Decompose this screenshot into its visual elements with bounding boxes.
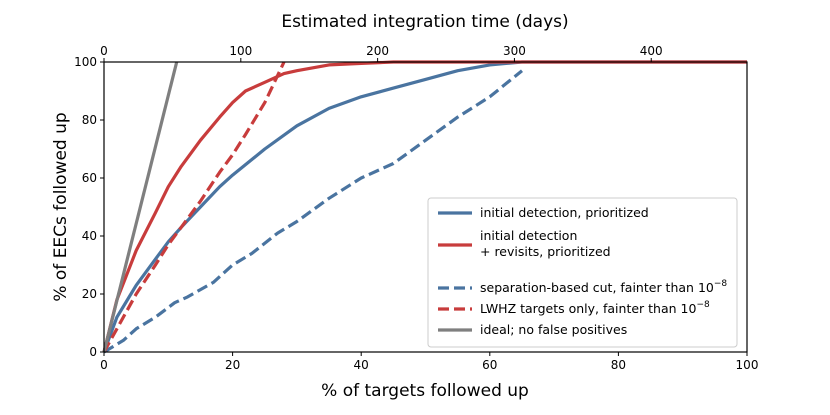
x-tick-label: 0 [100, 358, 108, 372]
y-tick-label: 0 [89, 345, 97, 359]
top-tick-label: 200 [366, 44, 389, 58]
bottom-axis: 0 20 40 60 80 100 [100, 352, 758, 372]
x-tick-label: 20 [225, 358, 240, 372]
y-tick-label: 100 [74, 55, 97, 69]
x-tick-label: 60 [482, 358, 497, 372]
x-tick-label: 40 [354, 358, 369, 372]
series-line-2 [103, 69, 524, 354]
left-axis: 0 20 40 60 80 100 [74, 55, 104, 359]
y-tick-label: 20 [82, 287, 97, 301]
x-tick-label: 80 [611, 358, 626, 372]
series-line-4 [102, 61, 179, 353]
legend-label-2: separation-based cut, fainter than 10−8 [480, 279, 727, 295]
top-tick-label: 400 [640, 44, 663, 58]
legend-label-1: initial detection [480, 228, 577, 243]
y-axis-title: % of EECs followed up [51, 112, 71, 301]
y-tick-label: 40 [82, 229, 97, 243]
top-axis: 0 100 200 300 400 [100, 44, 663, 62]
top-axis-title: Estimated integration time (days) [281, 12, 568, 32]
legend-label-0: initial detection, prioritized [480, 205, 649, 220]
y-tick-label: 80 [82, 113, 97, 127]
legend-label-3: LWHZ targets only, fainter than 10−8 [480, 300, 710, 316]
top-tick-label: 0 [100, 44, 108, 58]
plot-frame [103, 61, 748, 353]
legend: initial detection, prioritized initial de… [427, 197, 738, 348]
legend-label-4: ideal; no false positives [480, 322, 627, 337]
x-axis-title: % of targets followed up [321, 381, 529, 401]
top-tick-label: 100 [229, 44, 252, 58]
x-tick-label: 100 [736, 358, 759, 372]
legend-label-1-line2: + revisits, prioritized [480, 244, 611, 259]
y-tick-label: 60 [82, 171, 97, 185]
legend-frame [427, 197, 738, 348]
top-tick-label: 300 [503, 44, 526, 58]
series-line-3 [102, 61, 286, 353]
